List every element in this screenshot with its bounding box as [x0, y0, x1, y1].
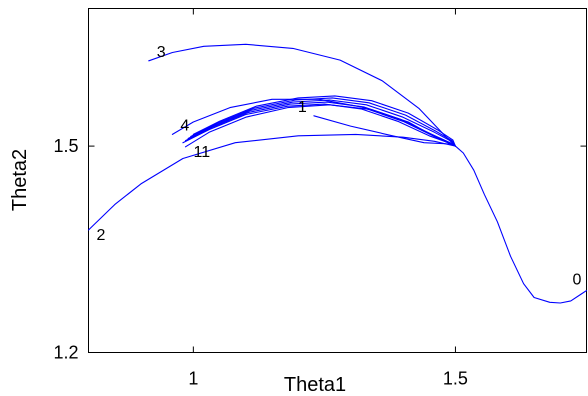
y-tick-label: 1.5 — [53, 136, 78, 156]
y-axis-label: Theta2 — [9, 149, 31, 211]
series-line-9 — [190, 97, 456, 147]
curve-label: 4 — [180, 117, 189, 134]
curve-labels: 0 1 2 3 4 11 — [97, 44, 582, 289]
series-line-7 — [184, 101, 456, 147]
curve-label: 0 — [573, 272, 582, 289]
curve-label: 11 — [194, 144, 211, 161]
series-layer — [87, 43, 588, 304]
series-line-1 — [454, 145, 588, 304]
x-tick-label: 1 — [188, 369, 198, 389]
series-line-8 — [187, 99, 456, 147]
y-tick-label: 1.2 — [53, 343, 78, 363]
axes-frame — [88, 8, 587, 353]
curve-label: 1 — [298, 99, 307, 116]
series-line-11 — [184, 104, 456, 148]
tick-marks — [88, 8, 587, 353]
series-line-4 — [148, 43, 456, 147]
curve-label: 3 — [157, 44, 166, 61]
x-tick-label: 1.5 — [443, 369, 468, 389]
series-line-10 — [192, 95, 456, 147]
series-line-5 — [171, 98, 456, 147]
tick-labels: 1 1.5 1.2 1.5 — [53, 136, 467, 388]
curve-label: 2 — [97, 227, 106, 244]
x-axis-label: Theta1 — [284, 374, 346, 396]
series-line-3 — [87, 133, 456, 231]
